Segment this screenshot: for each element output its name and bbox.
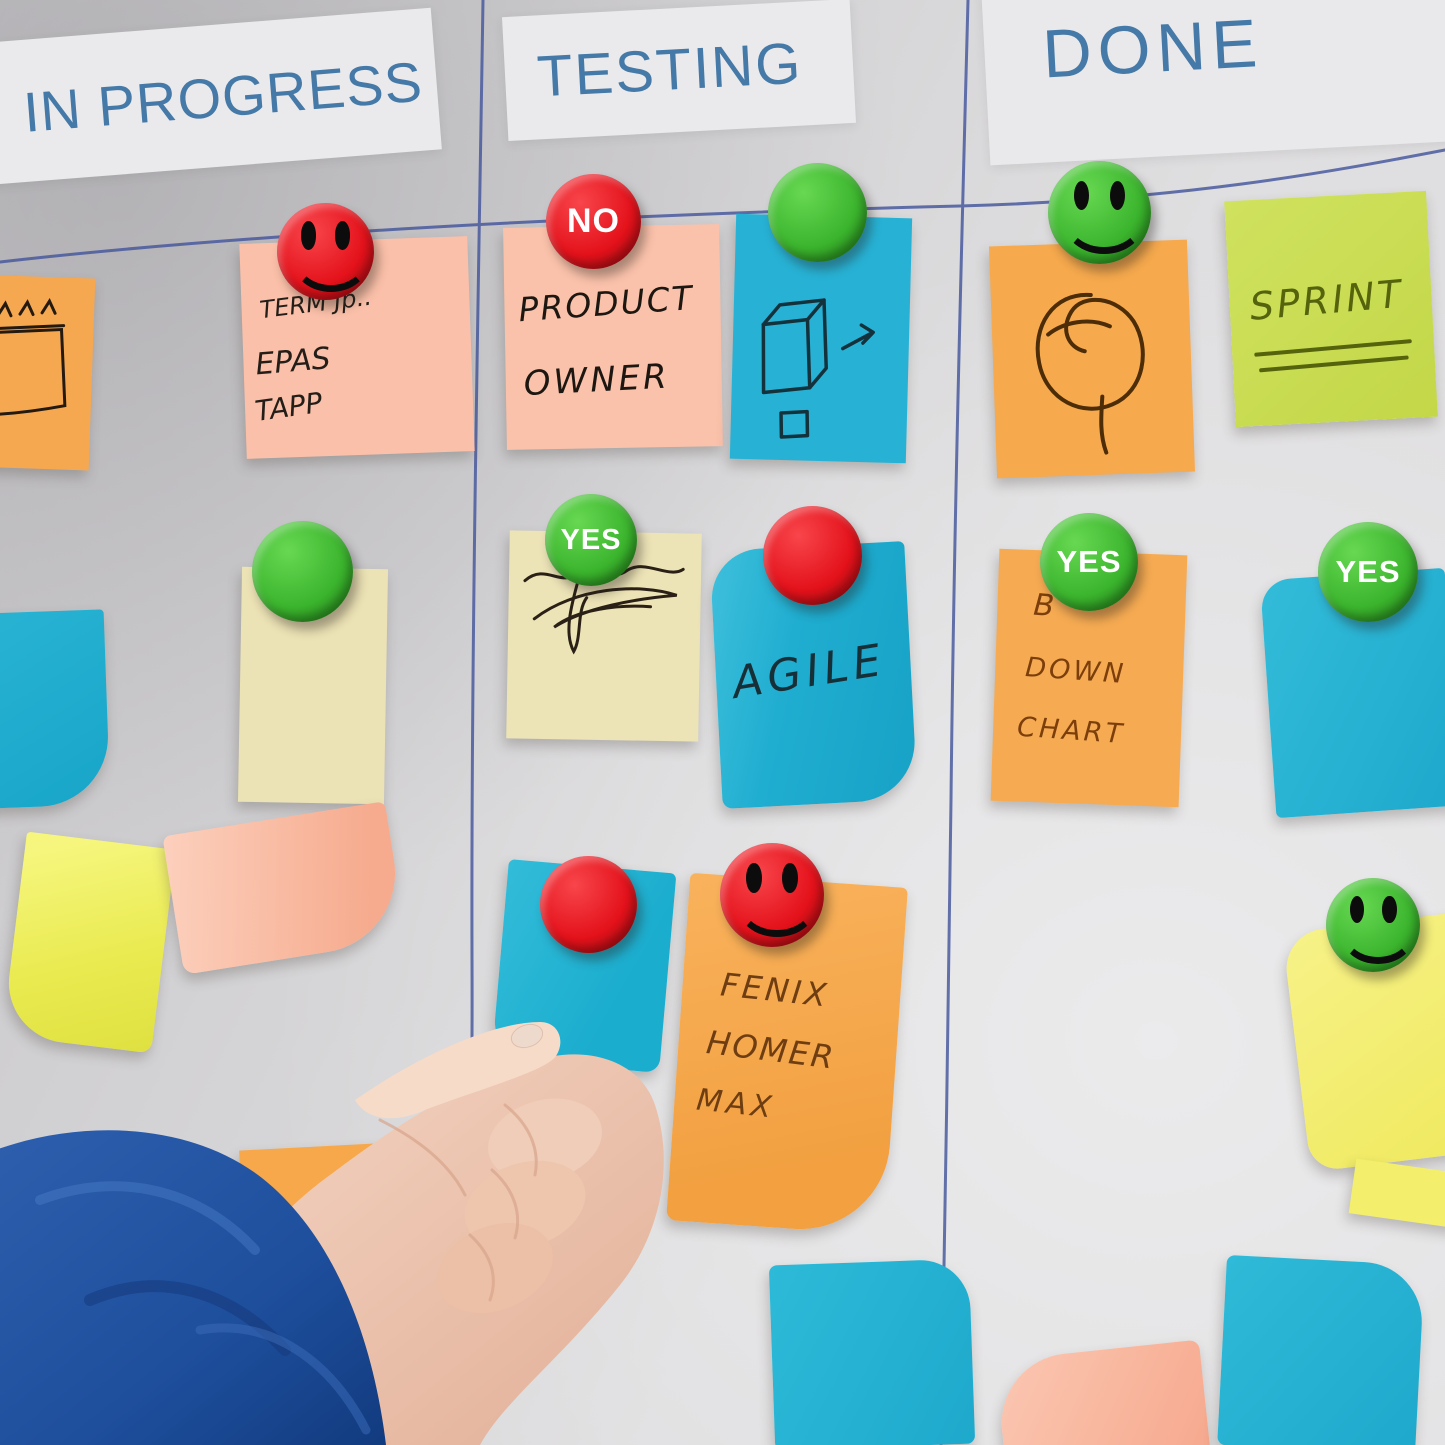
smiley-mouth bbox=[736, 872, 818, 938]
term-note-line2: EPAS bbox=[254, 341, 332, 383]
fenix-line2: FENIX bbox=[718, 965, 832, 1015]
red-no-magnet: NO bbox=[546, 174, 641, 269]
cube-sketch-drawing bbox=[761, 298, 875, 439]
yes-magnet-label: YES bbox=[1056, 544, 1122, 579]
yes-magnet-label: YES bbox=[1335, 554, 1401, 589]
circle-doodle-drawing bbox=[1035, 292, 1145, 455]
red-plain-magnet-2 bbox=[540, 856, 637, 953]
sticky-note-blank-blue-left bbox=[0, 609, 111, 810]
agile-note-text: AGILE bbox=[728, 634, 890, 709]
column-divider-2 bbox=[939, 0, 970, 1445]
sticky-note-blank-yellow-left bbox=[2, 831, 176, 1054]
no-magnet-label: NO bbox=[567, 202, 620, 240]
sticky-note-blank-yellow-sliver bbox=[1348, 1158, 1445, 1229]
column-header-in-progress: IN PROGRESS bbox=[21, 49, 425, 144]
smiley-face-icon bbox=[1326, 878, 1420, 972]
done-note-text: DONE bbox=[267, 1202, 372, 1250]
sticky-note-sprint: SPRINT bbox=[1224, 190, 1438, 428]
smiley-face-icon bbox=[277, 203, 374, 300]
product-owner-line1: PRODUCT bbox=[517, 278, 696, 330]
burn-down-line3: CHART bbox=[1016, 711, 1126, 751]
smiley-mouth bbox=[1064, 190, 1145, 255]
smiley-face-icon bbox=[720, 843, 824, 947]
sticky-note-cube-sketch bbox=[729, 213, 913, 464]
yes-magnet-label: YES bbox=[560, 523, 622, 556]
smiley-mouth bbox=[1341, 904, 1416, 965]
column-header-done: DONE bbox=[1040, 5, 1265, 93]
sprint-note-text: SPRINT bbox=[1247, 271, 1406, 329]
sticky-note-blank-blue-bottom-center bbox=[768, 1258, 976, 1445]
smiley-mouth bbox=[292, 230, 369, 292]
green-smiley-magnet-2 bbox=[1326, 878, 1420, 972]
green-yes-magnet-1: YES bbox=[545, 494, 637, 586]
fenix-line4: MAX bbox=[694, 1082, 777, 1126]
green-plain-magnet-1 bbox=[252, 521, 353, 622]
sprint-underline-2 bbox=[1258, 355, 1409, 373]
sticky-note-done: DONE bbox=[239, 1141, 419, 1303]
red-smiley-magnet-2 bbox=[720, 843, 824, 947]
fenix-line3: HOMER bbox=[704, 1023, 838, 1077]
term-note-line3: TAPP bbox=[253, 385, 325, 428]
sticky-note-blank-blue-bottom-right bbox=[1217, 1254, 1425, 1445]
table-sketch-drawing bbox=[0, 297, 67, 417]
sticky-note-blank-pink-peeling bbox=[162, 801, 407, 975]
done-header-sheet: DONE bbox=[980, 0, 1445, 166]
green-yes-magnet-3: YES bbox=[1318, 522, 1418, 622]
red-plain-magnet-1 bbox=[763, 506, 862, 605]
green-yes-magnet-2: YES bbox=[1040, 513, 1138, 611]
testing-header-sheet: TESTING bbox=[501, 0, 857, 142]
column-header-testing: TESTING bbox=[535, 30, 804, 110]
column-divider-1 bbox=[464, 0, 485, 1445]
sprint-underline-1 bbox=[1254, 339, 1412, 357]
burn-down-line2: DOWN bbox=[1024, 652, 1128, 691]
product-owner-line2: OWNER bbox=[522, 356, 671, 405]
smiley-face-icon bbox=[1048, 161, 1151, 264]
in-progress-header-sheet: IN PROGRESS bbox=[0, 7, 442, 187]
sticky-note-blank-pink-bottom-right bbox=[994, 1339, 1211, 1445]
green-plain-magnet-2 bbox=[768, 163, 867, 262]
sticky-note-doodle bbox=[989, 239, 1195, 479]
sticky-note-blank-salmon-bottom bbox=[0, 1279, 346, 1445]
sticky-note-table-sketch bbox=[0, 273, 96, 471]
green-smiley-magnet-1 bbox=[1048, 161, 1151, 264]
red-smiley-magnet-1 bbox=[277, 203, 374, 300]
